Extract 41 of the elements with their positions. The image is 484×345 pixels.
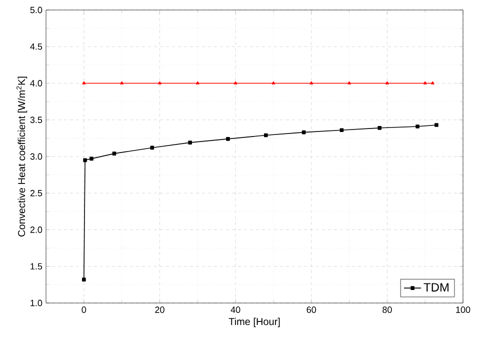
y-tick-label: 4.0	[30, 80, 42, 86]
x-tick-label: 20	[155, 306, 164, 313]
point	[196, 81, 200, 84]
y-tick-label: 3.5	[30, 116, 42, 124]
legend-label: TDM	[424, 283, 448, 292]
y-tick-label: 1.5	[30, 263, 42, 270]
point	[416, 124, 420, 128]
point	[120, 81, 124, 84]
point	[150, 146, 154, 150]
point	[272, 81, 276, 84]
x-tick-label: 0	[82, 306, 86, 313]
y-tick-label: 4.5	[30, 43, 42, 50]
point	[158, 81, 162, 84]
point	[430, 81, 434, 84]
point	[378, 126, 382, 130]
x-axis-title: Time [Hour]	[228, 318, 280, 328]
point	[90, 156, 94, 161]
y-axis-title: Convective Heat coefficient [W/m$^{2}$K]	[16, 76, 28, 236]
point	[423, 81, 427, 84]
y-tick-label: 2.0	[30, 226, 42, 233]
point	[434, 123, 438, 127]
point	[82, 81, 86, 84]
point	[264, 133, 268, 138]
point	[385, 81, 389, 84]
point	[340, 128, 344, 132]
y-tick-label: 2.5	[30, 190, 42, 196]
x-tick-label: 40	[230, 306, 240, 313]
y-tick-label: 5.0	[30, 6, 42, 14]
point	[234, 81, 238, 84]
point	[112, 152, 116, 156]
point	[188, 140, 192, 144]
point	[226, 137, 230, 141]
point	[348, 81, 351, 84]
y-tick-label: 3.0	[30, 153, 42, 160]
point	[83, 158, 87, 162]
point	[82, 278, 86, 282]
x-tick-label: 100	[456, 306, 470, 313]
x-tick-label: 60	[306, 306, 316, 313]
point	[310, 81, 314, 84]
y-tick-label: 1.0	[30, 300, 42, 306]
x-tick-label: 80	[382, 306, 392, 313]
